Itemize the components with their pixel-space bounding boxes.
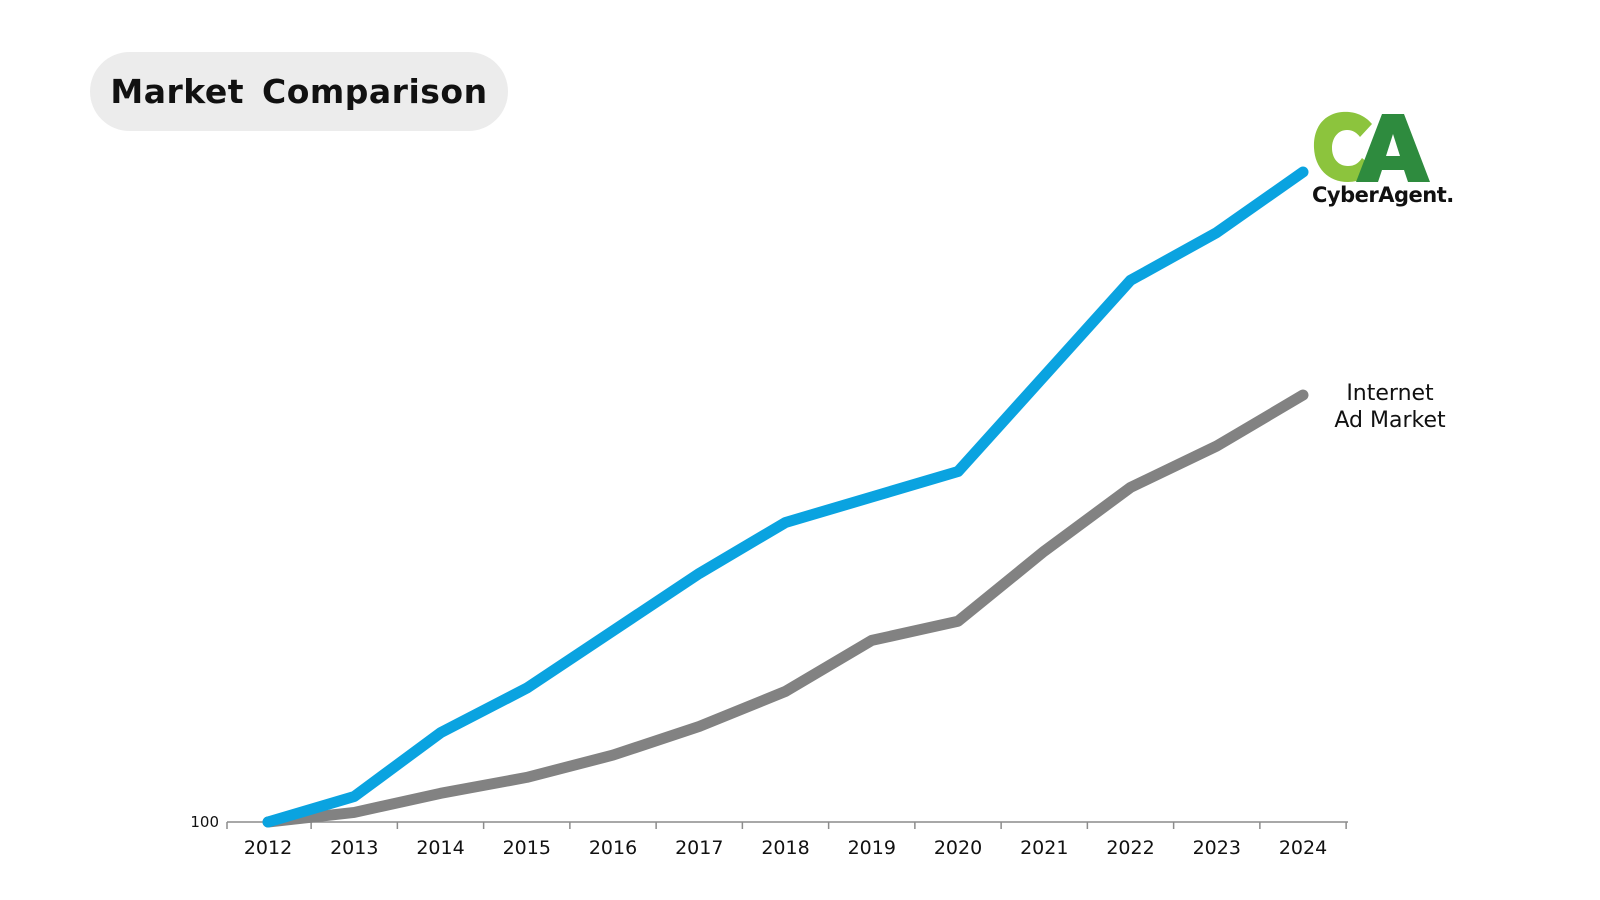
title-pill: Market Comparison <box>90 52 508 131</box>
series-line-internet-ad-market <box>262 389 1309 828</box>
series-label-line-2: Ad Market <box>1334 408 1446 433</box>
series-layer <box>262 166 1309 828</box>
x-tick-label: 2022 <box>1106 837 1154 859</box>
x-tick-label: 2018 <box>761 837 809 859</box>
series-label-internet-ad-market: Internet Ad Market <box>1300 380 1480 434</box>
x-tick-label: 2015 <box>503 837 551 859</box>
x-tick-label: 2014 <box>416 837 464 859</box>
x-tick-label: 2016 <box>589 837 637 859</box>
series-line-cyberagent <box>262 166 1309 828</box>
x-tick-label: 2024 <box>1279 837 1327 859</box>
x-tick-label: 2021 <box>1020 837 1068 859</box>
axis-layer: 2012 2013 2014 2015 2016 2017 2018 2019 2020 2021… <box>190 813 1348 859</box>
y-tick-label: 100 <box>190 813 219 831</box>
x-tick-label: 2023 <box>1193 837 1241 859</box>
cyberagent-logo: CyberAgent. <box>1312 110 1454 210</box>
x-tick-label: 2013 <box>330 837 378 859</box>
x-tick-label: 2020 <box>934 837 982 859</box>
x-tick-label: 2019 <box>848 837 896 859</box>
cyberagent-logo-icon <box>1313 111 1430 182</box>
chart-title: Market Comparison <box>110 72 488 111</box>
series-label-line-1: Internet <box>1346 381 1434 406</box>
logo-wordmark: CyberAgent. <box>1312 183 1454 207</box>
x-tick-label: 2012 <box>244 837 292 859</box>
x-tick-label: 2017 <box>675 837 723 859</box>
